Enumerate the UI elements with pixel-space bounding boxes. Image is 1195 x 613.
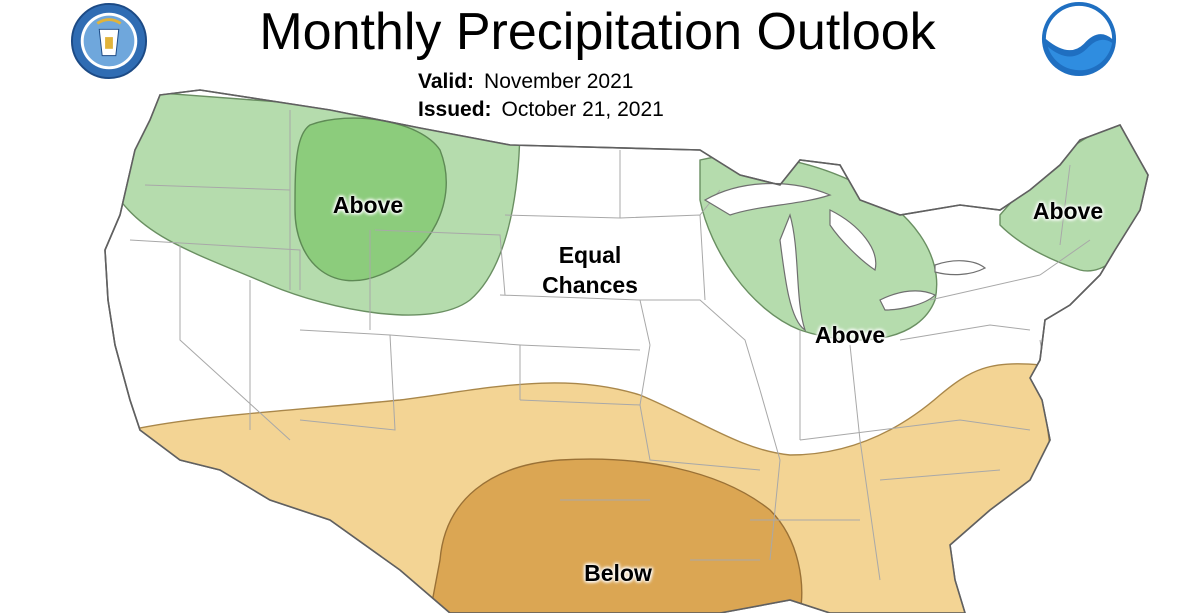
issued-value: October 21, 2021 xyxy=(501,98,664,121)
valid-label: Valid: xyxy=(418,70,475,93)
label-northern-rockies: Above xyxy=(332,192,404,218)
region-northern-rockies-above-medium xyxy=(294,117,447,282)
label-new-england: Above xyxy=(1032,198,1104,224)
label-equal: Equal xyxy=(558,242,622,268)
issued-line: Issued: October 21, 2021 xyxy=(418,98,664,122)
department-of-commerce-seal-icon xyxy=(70,2,148,80)
label-southern-plains: Below xyxy=(584,560,652,586)
region-southern-plains-below-medium xyxy=(429,458,803,613)
issued-label: Issued: xyxy=(418,98,492,121)
valid-value: November 2021 xyxy=(484,70,634,93)
noaa-logo-icon: NOAA xyxy=(1041,1,1117,77)
great-lakes-water xyxy=(703,182,987,332)
page-title: Monthly Precipitation Outlook xyxy=(259,3,936,61)
state-boundaries xyxy=(129,110,1091,581)
valid-line: Valid: November 2021 xyxy=(418,70,633,94)
label-equal-chances: Equal Chances xyxy=(530,240,650,300)
label-great-lakes: Above xyxy=(814,322,886,348)
label-chances: Chances xyxy=(542,272,638,298)
svg-text:NOAA: NOAA xyxy=(1063,12,1095,24)
